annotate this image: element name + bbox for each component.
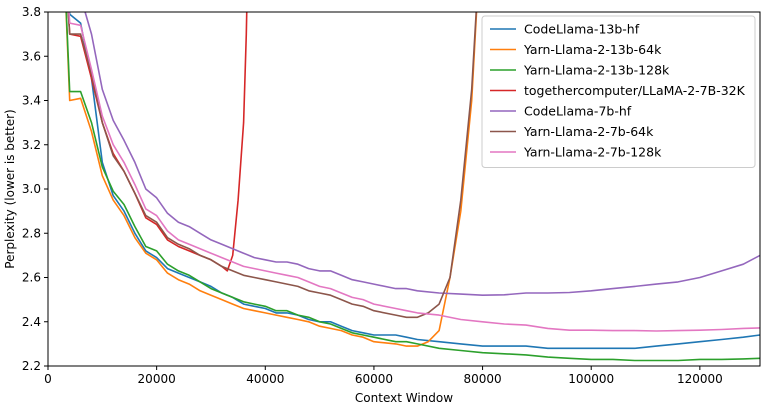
y-tick-label: 2.2	[22, 359, 41, 373]
series-line	[68, 12, 760, 332]
legend-entry: togethercomputer/LLaMA-2-7B-32K	[524, 83, 746, 98]
y-tick-label: 2.6	[22, 271, 41, 285]
y-axis-label: Perplexity (lower is better)	[3, 109, 17, 268]
y-tick-label: 3.8	[22, 5, 41, 19]
series-line	[67, 12, 477, 319]
series-line	[65, 12, 760, 362]
series-lines	[65, 12, 760, 362]
y-tick-label: 3.4	[22, 94, 41, 108]
y-tick-label: 2.8	[22, 226, 41, 240]
y-tick-label: 2.4	[22, 315, 41, 329]
x-tick-label: 120000	[677, 372, 723, 386]
x-tick-label: 40000	[246, 372, 284, 386]
series-line	[67, 12, 248, 272]
x-tick-label: 100000	[568, 372, 614, 386]
legend-entry: CodeLlama-7b-hf	[524, 104, 632, 119]
legend-entry: Yarn-Llama-2-7b-128k	[523, 145, 662, 160]
y-tick-label: 3.0	[22, 182, 41, 196]
legend-box	[481, 15, 756, 168]
y-tick-label: 3.6	[22, 49, 41, 63]
legend-entry: Yarn-Llama-2-7b-64k	[523, 124, 654, 139]
legend: CodeLlama-13b-hf Yarn-Llama-2-13b-64k Yarn…	[481, 15, 756, 168]
x-tick-label: 20000	[138, 372, 176, 386]
x-tick-label: 80000	[463, 372, 501, 386]
x-tick-label: 0	[44, 372, 52, 386]
legend-entry: Yarn-Llama-2-13b-64k	[523, 42, 662, 57]
y-tick-label: 3.2	[22, 138, 41, 152]
x-axis-label: Context Window	[355, 391, 453, 405]
axis-ticks: 0 20000 40000 60000 80000 100000 120000 2.2 2.4 2…	[22, 5, 723, 386]
legend-entry: CodeLlama-13b-hf	[524, 22, 640, 37]
series-line	[84, 12, 760, 296]
series-line	[65, 12, 478, 347]
x-tick-label: 60000	[355, 372, 393, 386]
plot-frame	[47, 11, 761, 367]
legend-entry: Yarn-Llama-2-13b-128k	[523, 63, 670, 78]
